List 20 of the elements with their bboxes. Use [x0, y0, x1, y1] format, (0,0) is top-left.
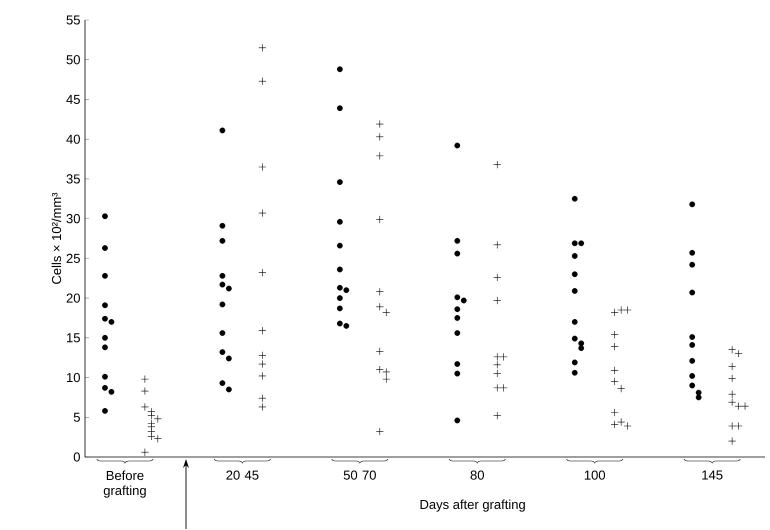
- y-tick-label: 45: [66, 94, 80, 104]
- x-axis-title: Days after grafting: [420, 500, 525, 512]
- y-tick-label: 50: [66, 55, 80, 64]
- x-tick-label: 100: [584, 470, 606, 480]
- y-tick-label: 30: [66, 214, 80, 224]
- x-tick-label: 145: [702, 470, 722, 480]
- y-tick-label: 25: [66, 254, 80, 263]
- y-tick-label: 0: [74, 452, 80, 462]
- y-axis-title: Cells × 10²/mm³: [52, 192, 62, 284]
- x-tick-label: 20 45: [226, 470, 258, 480]
- y-tick-label: 15: [66, 333, 80, 342]
- x-tick-label: 80: [470, 470, 484, 480]
- x-tick-label: Before grafting: [104, 470, 146, 498]
- y-tick-label: 20: [66, 293, 80, 303]
- x-tick-label: 50 70: [344, 470, 376, 480]
- y-tick-label: 55: [66, 15, 80, 25]
- y-tick-label: 10: [66, 372, 80, 382]
- y-tick-label: 35: [66, 174, 80, 184]
- y-tick-label: 40: [66, 134, 80, 144]
- y-tick-label: 5: [74, 412, 80, 422]
